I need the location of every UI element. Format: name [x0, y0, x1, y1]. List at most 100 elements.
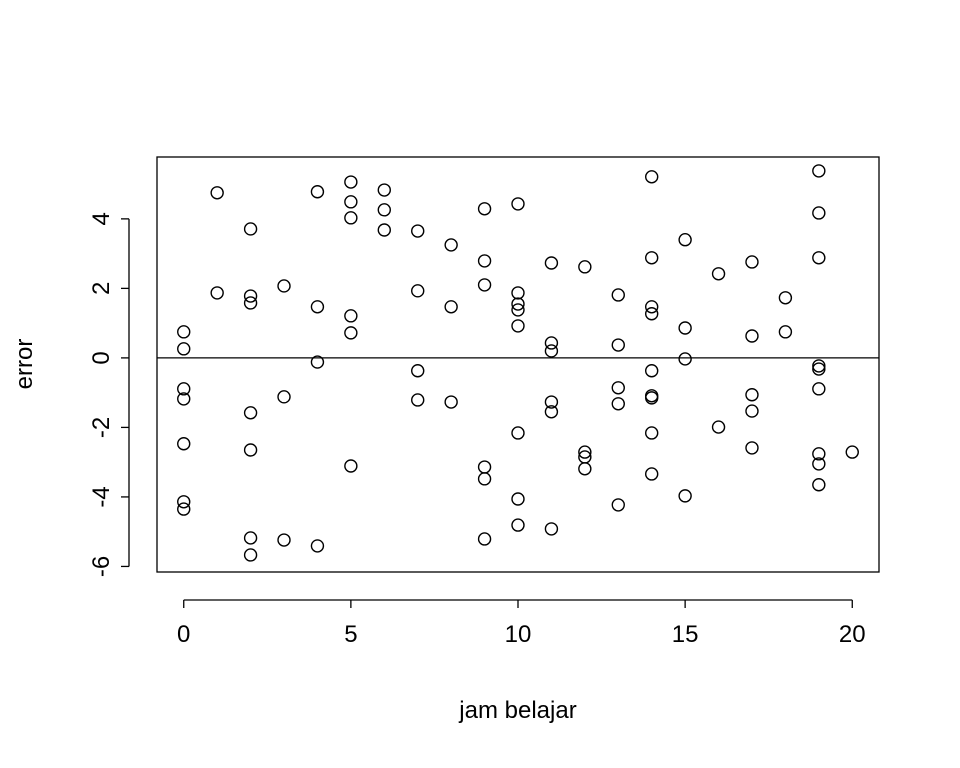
y-tick-label: 4: [88, 212, 115, 225]
point: [511, 303, 525, 317]
point: [344, 326, 358, 340]
point: [177, 437, 191, 451]
point: [444, 300, 458, 314]
point: [177, 382, 191, 396]
point: [477, 254, 492, 268]
point: [243, 289, 258, 303]
point: [611, 498, 625, 512]
x-tick-label: 5: [344, 621, 357, 648]
point: [277, 279, 291, 293]
point: [645, 307, 659, 321]
y-tick-label: -2: [88, 417, 115, 438]
point: [344, 211, 358, 225]
point: [812, 206, 826, 220]
point: [678, 352, 692, 366]
point: [477, 472, 492, 486]
point: [645, 391, 659, 405]
point: [544, 336, 559, 350]
point: [243, 548, 258, 562]
point: [578, 445, 592, 459]
point: [511, 197, 525, 211]
point: [310, 300, 325, 314]
point: [310, 539, 325, 553]
point: [177, 342, 191, 356]
point: [544, 344, 559, 358]
point: [344, 459, 358, 473]
y-tick-label: 0: [88, 351, 115, 364]
point: [645, 364, 659, 378]
point: [210, 186, 224, 200]
point: [344, 309, 358, 323]
point: [645, 300, 659, 314]
point: [377, 183, 391, 197]
x-axis-label: jam belajar: [458, 697, 576, 724]
point: [511, 297, 525, 311]
x-tick-label: 15: [672, 621, 699, 648]
point: [411, 364, 425, 378]
y-tick-label: -6: [88, 556, 115, 577]
point: [411, 393, 425, 407]
x-tick-label: 0: [177, 621, 190, 648]
point: [812, 164, 826, 178]
point: [745, 329, 759, 343]
point: [243, 443, 258, 457]
point: [812, 447, 826, 461]
point: [778, 325, 793, 339]
point: [745, 388, 759, 402]
point: [411, 224, 425, 238]
point: [277, 533, 291, 547]
point: [678, 321, 692, 335]
point: [611, 381, 625, 395]
point: [578, 260, 592, 274]
point: [812, 359, 826, 373]
point: [310, 355, 325, 369]
point: [411, 284, 425, 298]
x-tick-label: 10: [505, 621, 532, 648]
point: [778, 291, 793, 305]
point: [711, 267, 726, 281]
point: [812, 362, 826, 376]
point: [812, 457, 826, 471]
point: [511, 319, 525, 333]
point: [645, 426, 659, 440]
point: [511, 492, 525, 506]
point: [344, 195, 358, 209]
x-tick-label: 20: [839, 621, 866, 648]
point: [511, 518, 525, 532]
point: [812, 251, 826, 265]
point: [210, 286, 224, 300]
point: [611, 338, 625, 352]
point: [645, 251, 659, 265]
point: [243, 222, 258, 236]
point: [812, 478, 826, 492]
point: [745, 255, 759, 269]
point: [310, 185, 325, 199]
point: [444, 395, 458, 409]
point: [711, 420, 726, 434]
point: [477, 278, 492, 292]
point: [544, 256, 559, 270]
point: [177, 392, 191, 406]
point: [243, 531, 258, 545]
point: [243, 406, 258, 420]
point: [511, 426, 525, 440]
point: [578, 462, 592, 476]
point: [645, 170, 659, 184]
point: [812, 382, 826, 396]
point: [611, 288, 625, 302]
point: [645, 467, 659, 481]
y-tick-label: 2: [88, 282, 115, 295]
point: [444, 238, 458, 252]
point: [544, 395, 559, 409]
point: [544, 522, 559, 536]
point: [177, 502, 191, 516]
point: [544, 405, 559, 419]
point: [678, 489, 692, 503]
point: [477, 202, 492, 216]
point: [243, 296, 258, 310]
y-axis-label: error: [11, 339, 38, 390]
point: [477, 460, 492, 474]
plot-box: [156, 156, 880, 573]
point: [177, 325, 191, 339]
